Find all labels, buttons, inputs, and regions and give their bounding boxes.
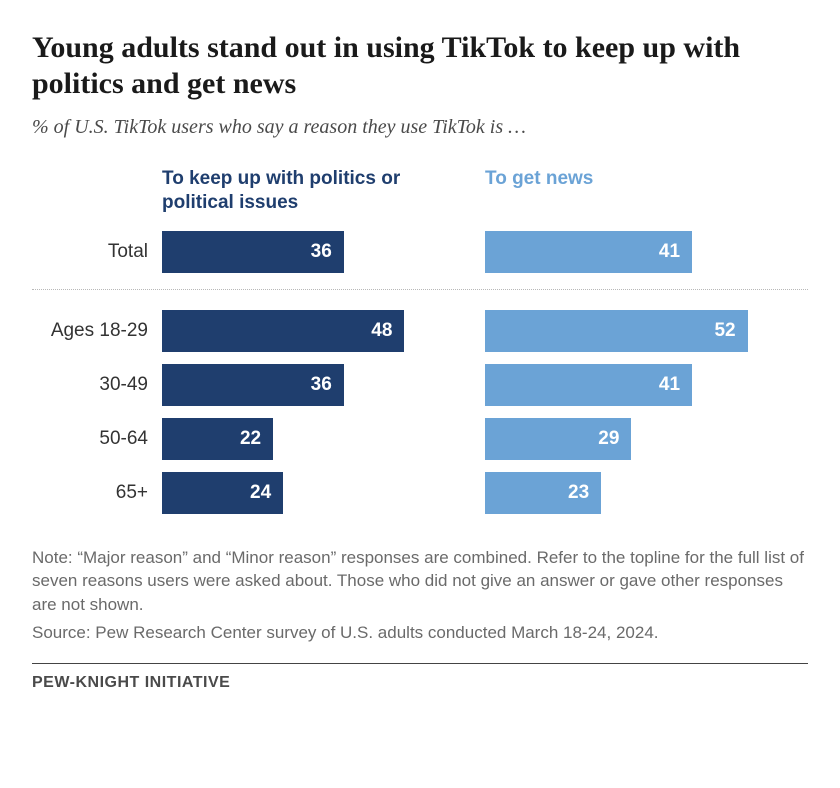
bar-value: 41 <box>659 374 680 396</box>
bar-50-64-news: 29 <box>485 418 631 460</box>
bar-50-64-politics: 22 <box>162 418 273 460</box>
bar-65plus-politics: 24 <box>162 472 283 514</box>
chart-subtitle: % of U.S. TikTok users who say a reason … <box>32 116 808 139</box>
row-label: 30-49 <box>32 374 162 396</box>
bar-30-49-politics: 36 <box>162 364 344 406</box>
row-30-49: 30-49 36 41 <box>32 358 808 412</box>
footer-rule <box>32 663 808 664</box>
bar-18-29-news: 52 <box>485 310 748 352</box>
bar-value: 24 <box>250 482 271 504</box>
bar-value: 23 <box>568 482 589 504</box>
bar-65plus-news: 23 <box>485 472 601 514</box>
bar-total-news: 41 <box>485 231 692 273</box>
bar-value: 41 <box>659 241 680 263</box>
chart-note: Note: “Major reason” and “Minor reason” … <box>32 546 808 617</box>
bar-value: 36 <box>311 241 332 263</box>
series-headers: To keep up with politics or political is… <box>32 167 808 215</box>
bar-value: 29 <box>598 428 619 450</box>
bar-value: 22 <box>240 428 261 450</box>
row-65plus: 65+ 24 23 <box>32 466 808 520</box>
chart-source: Source: Pew Research Center survey of U.… <box>32 621 808 645</box>
bar-value: 48 <box>371 320 392 342</box>
chart-area: To keep up with politics or political is… <box>32 167 808 520</box>
row-label-total: Total <box>32 241 162 263</box>
bar-18-29-politics: 48 <box>162 310 404 352</box>
bar-value: 36 <box>311 374 332 396</box>
bar-value: 52 <box>714 320 735 342</box>
row-label: 65+ <box>32 482 162 504</box>
chart-title: Young adults stand out in using TikTok t… <box>32 30 808 102</box>
attribution: PEW-KNIGHT INITIATIVE <box>32 674 808 692</box>
row-total: Total 36 41 <box>32 225 808 279</box>
bar-total-politics: 36 <box>162 231 344 273</box>
row-label: Ages 18-29 <box>32 320 162 342</box>
row-50-64: 50-64 22 29 <box>32 412 808 466</box>
series-header-news: To get news <box>485 167 788 191</box>
series-header-politics: To keep up with politics or political is… <box>162 167 465 215</box>
bar-30-49-news: 41 <box>485 364 692 406</box>
row-18-29: Ages 18-29 48 52 <box>32 304 808 358</box>
section-divider <box>32 289 808 290</box>
row-label: 50-64 <box>32 428 162 450</box>
